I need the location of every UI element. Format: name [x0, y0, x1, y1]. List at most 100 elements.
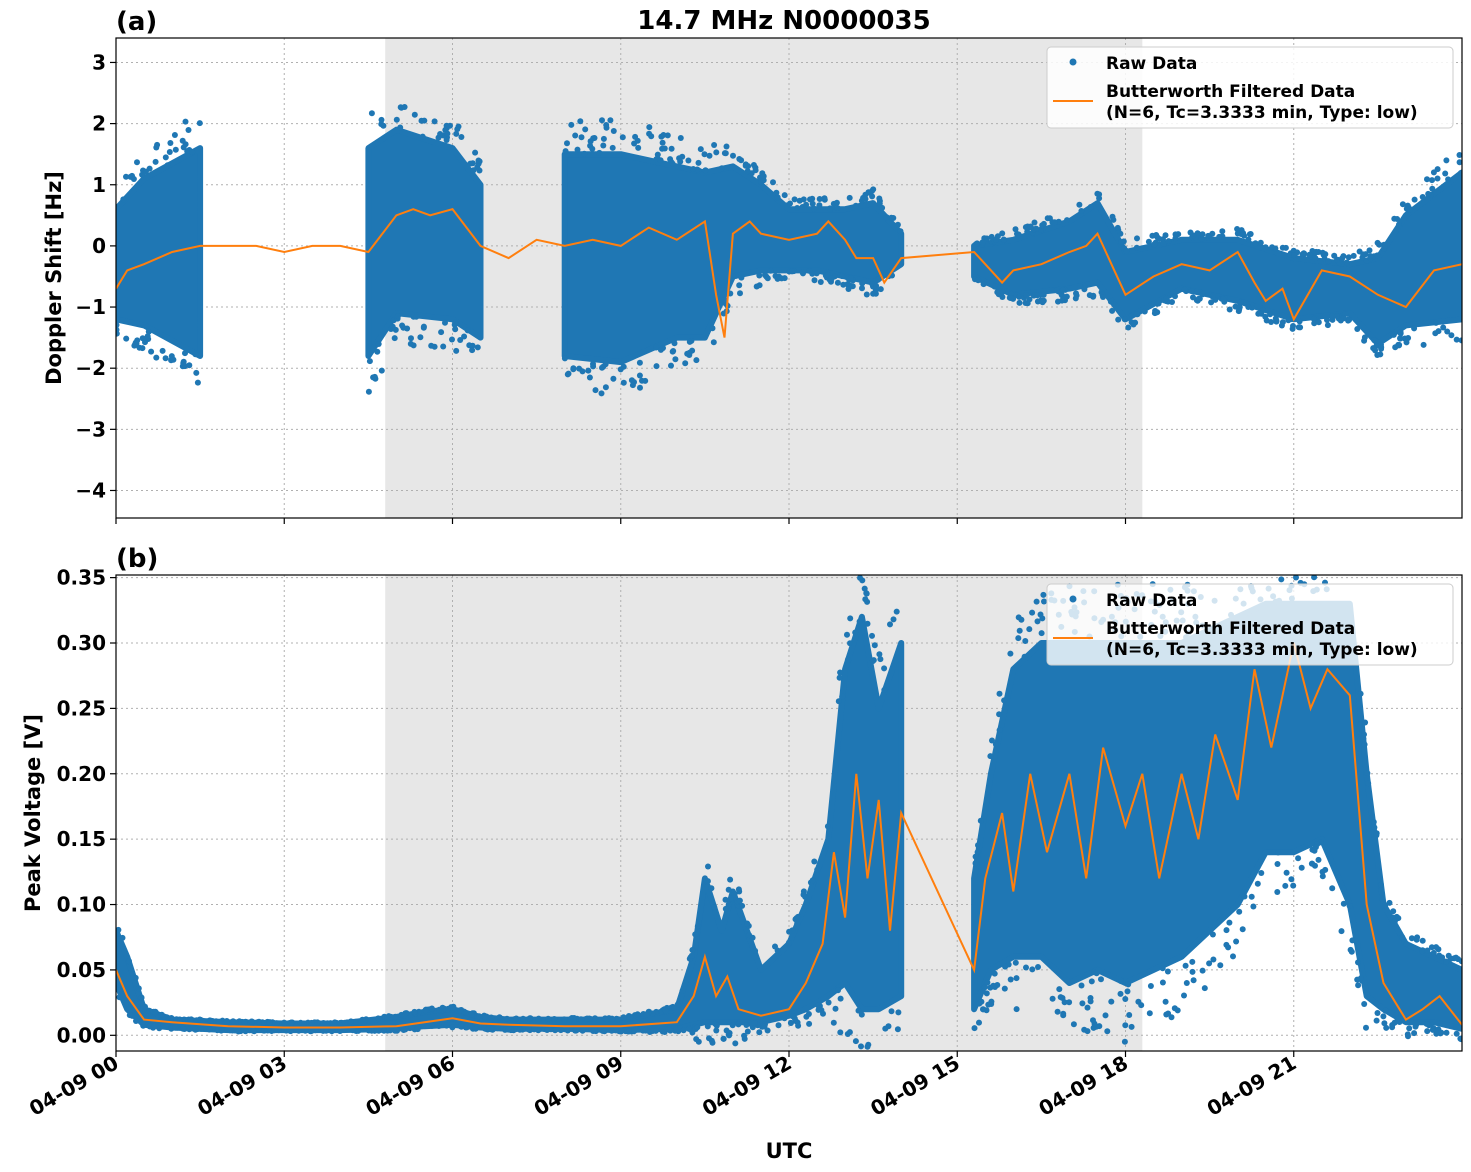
raw-data-point: [994, 233, 1001, 240]
raw-data-point: [1391, 918, 1398, 925]
raw-data-point: [1283, 869, 1290, 876]
raw-data-point: [875, 276, 882, 283]
raw-data-point: [984, 979, 991, 986]
raw-data-point: [744, 920, 751, 927]
raw-data-point: [564, 1027, 571, 1034]
raw-data-point: [1325, 258, 1332, 265]
raw-data-point: [685, 157, 692, 164]
raw-data-point: [1458, 958, 1462, 965]
raw-data-point: [702, 167, 709, 174]
raw-data-point: [1012, 226, 1019, 233]
raw-data-point: [612, 1027, 619, 1034]
raw-data-point: [1355, 982, 1362, 989]
raw-data-point: [182, 350, 188, 357]
raw-data-point: [142, 339, 148, 346]
raw-data-point: [162, 355, 169, 362]
raw-data-point: [453, 130, 460, 137]
raw-data-point: [690, 166, 697, 172]
raw-data-point: [873, 282, 880, 289]
raw-data-point: [680, 1027, 687, 1034]
raw-data-point: [815, 1006, 822, 1013]
y-tick-label: 3: [92, 50, 106, 74]
y-axis-label-a: Doppler Shift [Hz]: [42, 171, 66, 385]
raw-data-point: [1403, 940, 1410, 947]
raw-data-point: [408, 335, 414, 342]
raw-data-point: [972, 853, 979, 860]
raw-data-point: [1087, 204, 1094, 210]
raw-data-point: [235, 1028, 242, 1035]
panel-b-voltage: (b) 0.00 0.05 0.10 0.15 0.20 0.25 0.30 0.35 04-…: [21, 544, 1463, 1121]
raw-data-point: [1162, 998, 1169, 1005]
raw-data-point: [242, 1028, 249, 1035]
raw-data-point: [1013, 1006, 1020, 1013]
raw-data-point: [876, 200, 883, 207]
raw-data-point: [431, 118, 438, 125]
raw-data-point: [219, 1027, 225, 1034]
raw-data-point: [632, 133, 639, 140]
raw-data-point: [794, 205, 801, 211]
raw-data-point: [1114, 224, 1121, 231]
raw-data-point: [206, 1026, 213, 1033]
raw-data-point: [328, 1028, 335, 1035]
raw-data-point: [378, 367, 385, 374]
raw-data-point: [355, 1027, 362, 1034]
raw-data-point: [738, 274, 745, 281]
raw-data-point: [736, 156, 743, 162]
raw-data-point: [295, 1027, 302, 1034]
raw-data-point: [567, 1016, 574, 1023]
raw-data-point: [452, 319, 459, 326]
legend-line: (N=6, Tc=3.3333 min, Type: low): [1106, 103, 1418, 123]
raw-data-point: [883, 214, 890, 221]
raw-data-point: [876, 195, 883, 202]
raw-data-point: [1311, 320, 1318, 327]
raw-data-point: [980, 281, 987, 288]
raw-data-point: [1160, 240, 1167, 247]
raw-data-point: [1306, 251, 1313, 258]
raw-data-point: [855, 1007, 862, 1014]
raw-data-point: [772, 943, 778, 950]
raw-data-point: [781, 192, 788, 199]
raw-data-point: [862, 596, 869, 603]
raw-data-point: [893, 608, 900, 615]
raw-data-point: [401, 104, 408, 110]
raw-data-point: [795, 915, 801, 922]
raw-data-point: [1138, 1002, 1145, 1009]
raw-data-point: [116, 994, 123, 1001]
raw-data-point: [1310, 315, 1317, 322]
raw-data-point: [1078, 982, 1085, 989]
raw-data-point: [1122, 996, 1129, 1002]
raw-data-point: [618, 1027, 625, 1034]
raw-data-point: [881, 665, 888, 672]
raw-data-point: [789, 268, 795, 275]
raw-data-point: [1165, 238, 1172, 245]
raw-data-point: [989, 737, 995, 744]
raw-data-point: [1000, 236, 1007, 243]
raw-data-point: [868, 1064, 874, 1070]
raw-data-point: [172, 1024, 179, 1031]
raw-data-point: [1183, 980, 1190, 986]
raw-data-point: [981, 984, 988, 990]
raw-data-point: [1453, 1030, 1460, 1037]
raw-data-point: [1311, 575, 1318, 581]
raw-data-point: [1335, 561, 1341, 567]
raw-data-point: [419, 133, 426, 140]
panel-b-label: (b): [116, 544, 158, 574]
raw-data-point: [449, 336, 455, 343]
raw-data-point: [1424, 176, 1430, 183]
raw-data-point: [261, 1027, 268, 1034]
raw-data-point: [657, 346, 664, 353]
raw-data-point: [1128, 1023, 1135, 1030]
raw-data-point: [308, 1028, 315, 1034]
raw-data-point: [840, 281, 847, 288]
raw-data-point: [172, 146, 179, 153]
raw-data-point: [1435, 328, 1442, 335]
raw-data-point: [1027, 223, 1034, 230]
raw-data-point: [736, 888, 743, 895]
raw-data-point: [837, 1029, 844, 1036]
raw-data-point: [1434, 166, 1441, 173]
legend-b: Raw Data Butterworth Filtered Data (N=6, …: [1046, 583, 1454, 666]
raw-data-point: [677, 135, 684, 141]
raw-data-point: [636, 372, 643, 379]
raw-data-point: [1352, 937, 1359, 944]
raw-data-point: [756, 272, 763, 279]
